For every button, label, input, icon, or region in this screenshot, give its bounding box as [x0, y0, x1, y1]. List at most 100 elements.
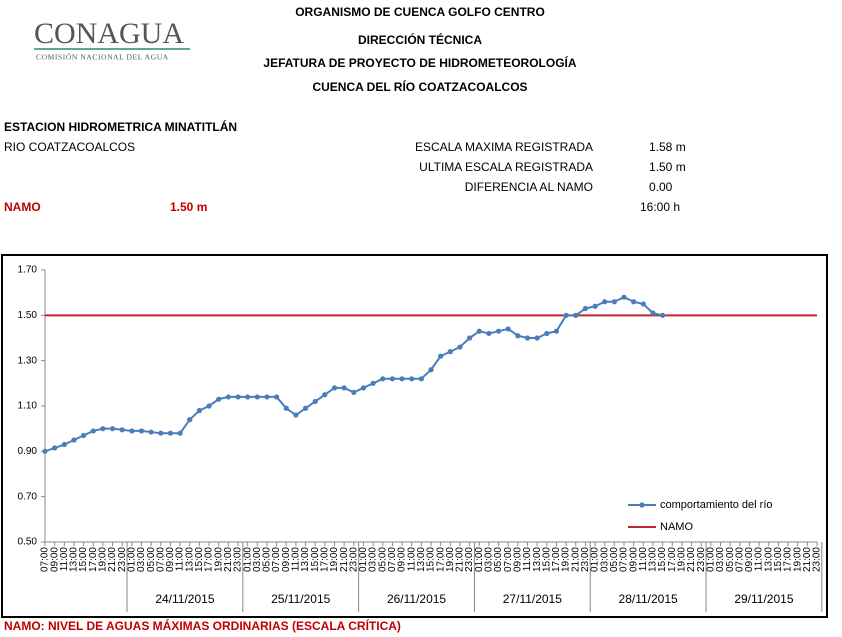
river-point — [293, 412, 299, 418]
river-point — [389, 376, 395, 382]
x-tick-label: 17:00 — [435, 547, 446, 572]
river-point — [457, 344, 463, 350]
y-tick-label: 1.70 — [18, 265, 38, 276]
x-tick-label: 07:00 — [40, 547, 51, 572]
river-point — [476, 328, 482, 334]
river-point — [312, 398, 318, 405]
stat-value: 0.00 — [649, 180, 673, 194]
river-point — [380, 376, 386, 382]
stat-label: ULTIMA ESCALA REGISTRADA — [419, 160, 593, 174]
x-tick-label: 17:00 — [551, 547, 562, 572]
x-tick-label: 07:00 — [387, 547, 398, 572]
x-tick-label: 19:00 — [213, 547, 224, 572]
river-point — [351, 389, 357, 395]
river-point — [611, 299, 617, 305]
x-tick-label: 09:00 — [165, 547, 176, 572]
river-point — [119, 427, 125, 433]
date-group-label: 29/11/2015 — [734, 592, 793, 606]
x-tick-label: 01:00 — [705, 547, 716, 572]
time: 16:00 h — [640, 200, 680, 214]
chart-frame — [1, 254, 828, 618]
x-tick-label: 15:00 — [194, 547, 205, 572]
river-point — [225, 394, 231, 400]
river-point — [360, 385, 367, 391]
river-point — [418, 376, 424, 382]
date-group-label: 25/11/2015 — [271, 592, 330, 606]
x-tick-label: 03:00 — [368, 547, 379, 572]
x-tick-label: 15:00 — [773, 547, 784, 572]
x-tick-label: 23:00 — [580, 547, 591, 572]
namo-label: NAMO — [4, 200, 41, 214]
x-tick-label: 15:00 — [310, 547, 321, 572]
x-tick-label: 09:00 — [744, 547, 755, 572]
x-tick-label: 19:00 — [445, 547, 456, 572]
x-tick-label: 07:00 — [155, 547, 166, 572]
y-tick-label: 1.50 — [18, 310, 38, 321]
river-point — [660, 312, 666, 318]
y-tick-label: 0.90 — [18, 446, 38, 457]
x-tick-label: 01:00 — [358, 547, 369, 572]
river-point — [640, 301, 646, 307]
x-tick-label: 11:00 — [175, 547, 186, 572]
river-point — [254, 394, 260, 400]
x-tick-label: 01:00 — [126, 547, 137, 572]
y-tick-label: 0.70 — [18, 491, 38, 502]
x-tick-label: 09:00 — [628, 547, 639, 572]
x-tick-label: 23:00 — [348, 547, 359, 572]
river: RIO COATZACOALCOS — [4, 140, 135, 154]
date-group-label: 26/11/2015 — [387, 592, 446, 606]
river-point — [544, 330, 550, 337]
river-point — [621, 294, 627, 300]
namo-value: 1.50 m — [170, 200, 207, 214]
x-tick-label: 21:00 — [107, 547, 118, 572]
river-point — [109, 426, 116, 432]
river-point — [650, 310, 656, 316]
x-tick-label: 03:00 — [252, 547, 263, 572]
river-point — [409, 376, 415, 382]
x-tick-label: 21:00 — [802, 547, 813, 572]
x-tick-label: 15:00 — [426, 547, 437, 572]
x-tick-label: 19:00 — [677, 547, 688, 572]
date-group-label: 24/11/2015 — [155, 592, 214, 606]
river-point — [100, 426, 106, 432]
river-point — [438, 353, 444, 359]
river-point — [331, 385, 338, 391]
x-tick-label: 05:00 — [493, 547, 504, 572]
river-point — [148, 429, 154, 435]
x-tick-label: 05:00 — [146, 547, 157, 572]
river-point — [486, 330, 492, 337]
x-tick-label: 07:00 — [619, 547, 630, 572]
river-point — [245, 394, 251, 400]
x-tick-label: 11:00 — [291, 547, 302, 572]
river-point — [505, 326, 511, 332]
x-tick-label: 13:00 — [300, 547, 311, 572]
river-point — [177, 430, 183, 436]
stat-value: 1.58 m — [649, 140, 686, 154]
x-tick-label: 23:00 — [696, 547, 707, 572]
stat-label: ESCALA MAXIMA REGISTRADA — [415, 140, 593, 154]
x-tick-label: 23:00 — [812, 547, 823, 572]
river-point — [81, 432, 87, 439]
x-tick-label: 13:00 — [532, 547, 543, 572]
river-point — [553, 328, 560, 334]
river-point — [216, 396, 222, 402]
x-tick-label: 07:00 — [734, 547, 745, 572]
x-tick-label: 17:00 — [88, 547, 99, 572]
river-point — [524, 335, 531, 341]
x-tick-label: 11:00 — [406, 547, 417, 572]
river-point — [90, 428, 96, 434]
header-line: JEFATURA DE PROYECTO DE HIDROMETEOROLOGÍ… — [263, 55, 576, 70]
river-point — [631, 299, 637, 305]
date-group-label: 27/11/2015 — [503, 592, 562, 606]
river-point — [447, 349, 453, 355]
x-tick-label: 03:00 — [484, 547, 495, 572]
x-tick-label: 01:00 — [590, 547, 601, 572]
x-tick-label: 03:00 — [599, 547, 610, 572]
x-tick-label: 05:00 — [725, 547, 736, 572]
x-tick-label: 21:00 — [223, 547, 234, 572]
x-tick-label: 19:00 — [561, 547, 572, 572]
legend-label: NAMO — [660, 521, 693, 533]
x-tick-label: 11:00 — [754, 547, 765, 572]
river-point — [138, 428, 145, 434]
river-point — [582, 305, 589, 312]
